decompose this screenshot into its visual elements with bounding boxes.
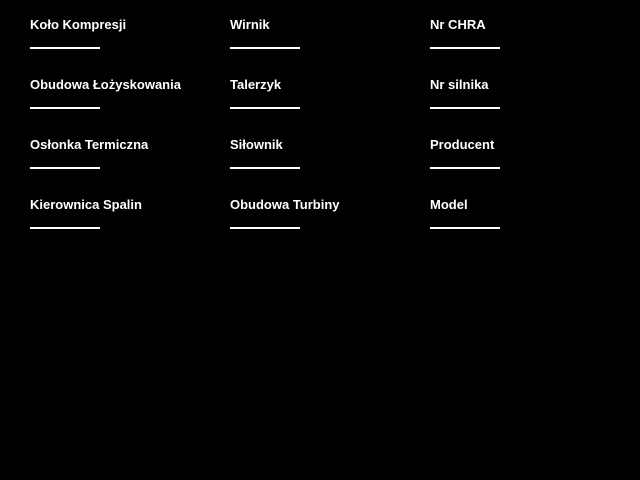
- field-label: Obudowa Łożyskowania: [30, 77, 181, 92]
- field-model: Model: [430, 197, 620, 257]
- field-obudowa-lozyskowania: Obudowa Łożyskowania: [30, 77, 220, 137]
- field-producent: Producent: [430, 137, 620, 197]
- field-silownik: Siłownik: [230, 137, 420, 197]
- input-model[interactable]: [430, 214, 500, 229]
- input-wirnik[interactable]: [230, 34, 300, 49]
- input-talerzyk[interactable]: [230, 94, 300, 109]
- field-label: Koło Kompresji: [30, 17, 127, 32]
- field-wirnik: Wirnik: [230, 17, 420, 77]
- field-oslonka-termiczna: Osłonka Termiczna: [30, 137, 220, 197]
- field-label: Nr silnika: [430, 77, 489, 92]
- field-label: Nr CHRA: [430, 17, 486, 32]
- input-obudowa-lozyskowania[interactable]: [30, 94, 100, 109]
- field-nr-silnika: Nr silnika: [430, 77, 620, 137]
- field-obudowa-turbiny: Obudowa Turbiny: [230, 197, 420, 257]
- input-oslonka-termiczna[interactable]: [30, 154, 100, 169]
- input-silownik[interactable]: [230, 154, 300, 169]
- form-column-identification: Nr CHRA Nr silnika Producent Model: [430, 17, 620, 257]
- field-kolo-kompresji: Koło Kompresji: [30, 17, 220, 77]
- field-talerzyk: Talerzyk: [230, 77, 420, 137]
- field-label: Wirnik: [230, 17, 270, 32]
- field-label: Obudowa Turbiny: [230, 197, 340, 212]
- form-column-parts-middle: Wirnik Talerzyk Siłownik Obudowa Turbiny: [230, 17, 420, 257]
- field-label: Talerzyk: [230, 77, 282, 92]
- field-label: Osłonka Termiczna: [30, 137, 149, 152]
- field-label: Producent: [430, 137, 495, 152]
- input-nr-silnika[interactable]: [430, 94, 500, 109]
- field-kierownica-spalin: Kierownica Spalin: [30, 197, 220, 257]
- field-nr-chra: Nr CHRA: [430, 17, 620, 77]
- field-label: Kierownica Spalin: [30, 197, 142, 212]
- input-producent[interactable]: [430, 154, 500, 169]
- input-kolo-kompresji[interactable]: [30, 34, 100, 49]
- input-kierownica-spalin[interactable]: [30, 214, 100, 229]
- input-nr-chra[interactable]: [430, 34, 500, 49]
- field-label: Siłownik: [230, 137, 283, 152]
- field-label: Model: [430, 197, 468, 212]
- input-obudowa-turbiny[interactable]: [230, 214, 300, 229]
- form-column-parts-left: Koło Kompresji Obudowa Łożyskowania Osło…: [30, 17, 220, 257]
